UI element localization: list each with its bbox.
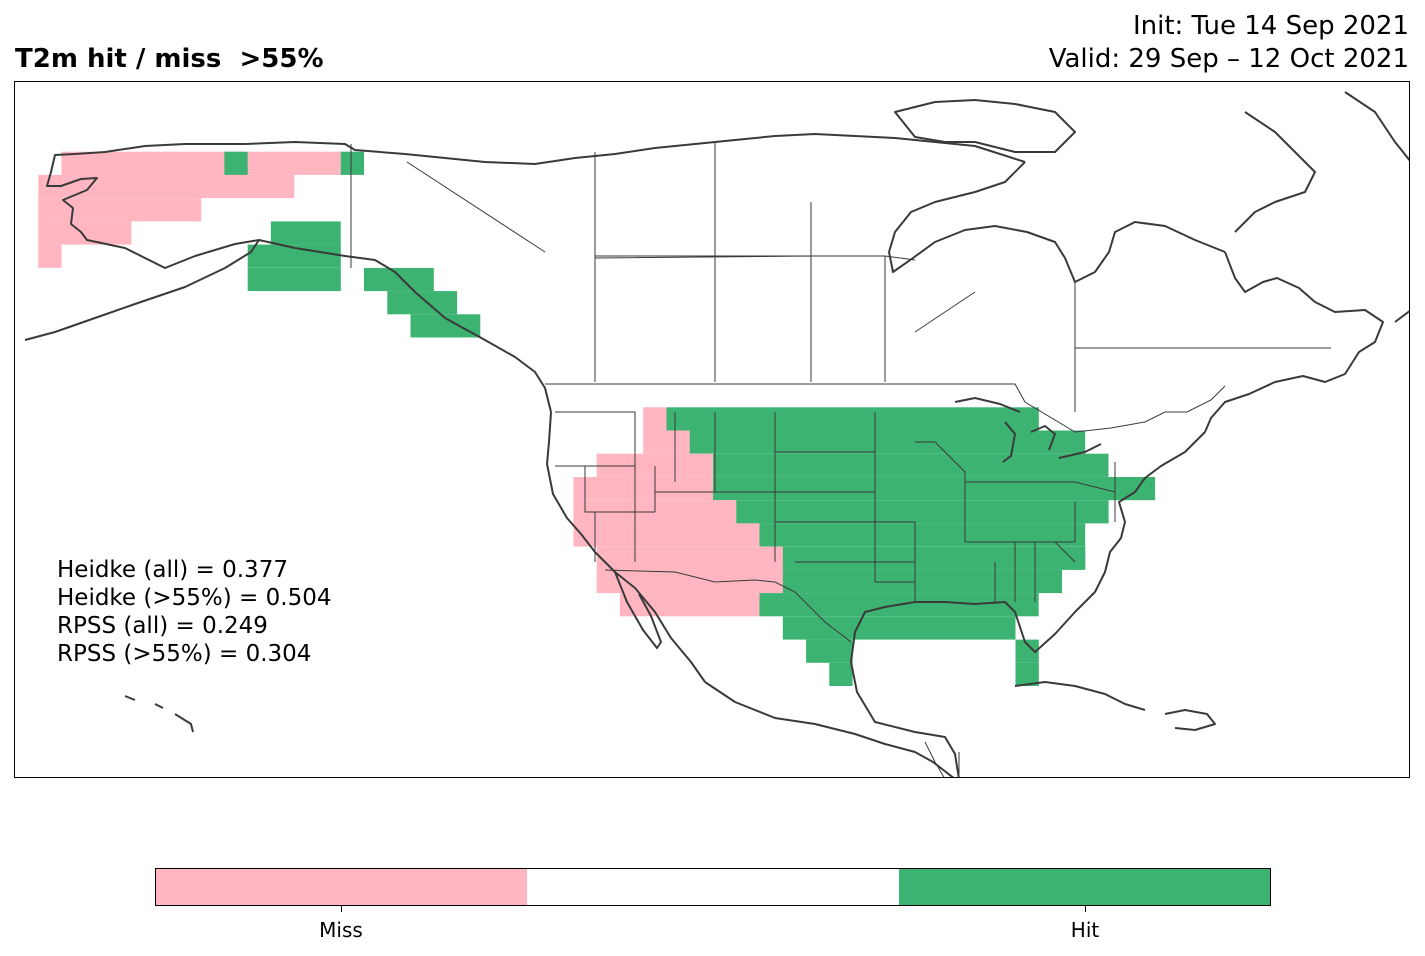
colorbar-label-miss: Miss — [319, 918, 363, 942]
coastline-hawaii — [124, 695, 194, 733]
coastline-mexico-west — [704, 681, 955, 777]
coastlines — [24, 91, 1409, 777]
miss-cell — [596, 453, 713, 477]
coastline-panhandle — [258, 239, 552, 413]
hit-cell — [1015, 662, 1039, 686]
hit-cell — [782, 546, 1086, 570]
colorbar-tick — [1085, 906, 1086, 912]
miss-cell — [596, 546, 783, 570]
hit-cell — [247, 267, 341, 292]
coastline-east — [1094, 251, 1384, 593]
coastline-alaska-north — [74, 141, 406, 155]
coastline-gulf — [850, 591, 1096, 777]
coastline-arctic-islands — [894, 99, 1076, 153]
hit-cell — [410, 314, 481, 338]
hit-cell — [247, 244, 341, 268]
coastline-great-lakes — [954, 397, 1102, 463]
hit-cell — [1015, 639, 1039, 663]
coastline-hudson — [888, 161, 1226, 283]
border-us-states-west — [555, 411, 776, 562]
hit-cell — [340, 151, 364, 175]
borders — [350, 142, 1331, 777]
colorbar-tick — [341, 906, 342, 912]
miss-cell — [643, 430, 690, 454]
coastline-newfoundland — [1394, 310, 1409, 323]
init-date: Init: Tue 14 Sep 2021 — [1132, 11, 1409, 41]
colorbar-segment — [156, 869, 528, 905]
miss-cell — [643, 407, 667, 431]
border-us-states-central — [774, 412, 916, 602]
border-us-states-east — [915, 441, 1116, 602]
hit-cell — [736, 500, 1109, 524]
hit-cell — [364, 267, 434, 292]
grid-cells — [38, 151, 1156, 686]
coastline-baffin — [1234, 111, 1316, 233]
border-canada-us — [545, 383, 1226, 433]
colorbar — [155, 868, 1271, 906]
coastline-alaska — [24, 153, 260, 341]
colorbar-label-hit: Hit — [1070, 918, 1100, 942]
miss-cell — [38, 198, 202, 222]
hit-cell — [689, 430, 1086, 454]
colorbar-segment — [898, 869, 1270, 905]
hit-cell — [759, 523, 1086, 547]
valid-period: Valid: 29 Sep – 12 Oct 2021 — [1048, 44, 1409, 74]
miss-cell — [596, 569, 783, 594]
coastline-baja — [614, 571, 662, 649]
miss-cell — [573, 523, 760, 547]
map-panel[interactable] — [14, 81, 1410, 778]
coastline-cuba — [1014, 681, 1146, 711]
coastline-hispaniola — [1164, 709, 1216, 731]
hit-cell — [224, 151, 248, 175]
hit-cell — [782, 616, 1016, 640]
hit-cell — [713, 477, 1156, 501]
hit-cell — [666, 407, 1039, 431]
map-title: T2m hit / miss >55% — [15, 44, 324, 74]
stat-rpss-all: RPSS (all) = 0.249 — [57, 613, 268, 639]
miss-cell — [61, 151, 341, 175]
miss-cell — [38, 244, 62, 268]
hit-cell — [806, 639, 853, 663]
miss-cell — [38, 174, 295, 199]
coastline-greenland — [1344, 91, 1409, 162]
border-mexico-central — [924, 741, 960, 777]
hit-cell — [270, 221, 341, 245]
miss-cell — [38, 221, 132, 245]
stat-heidke-all: Heidke (all) = 0.377 — [57, 557, 288, 583]
hit-cell — [829, 662, 853, 686]
skill-scores: Heidke (all) = 0.377 Heidke (>55%) = 0.5… — [57, 556, 331, 668]
stat-heidke-55: Heidke (>55%) = 0.504 — [57, 585, 332, 611]
colorbar-segment — [527, 869, 899, 905]
stat-rpss-55: RPSS (>55%) = 0.304 — [57, 641, 312, 667]
border-canada-provinces — [406, 142, 1331, 412]
miss-cell — [573, 477, 713, 501]
map-canvas — [24, 91, 1409, 777]
hit-cell — [713, 453, 1109, 477]
hit-cell — [387, 291, 458, 315]
hit-cell — [782, 569, 1062, 594]
border-us-mexico — [604, 569, 852, 643]
